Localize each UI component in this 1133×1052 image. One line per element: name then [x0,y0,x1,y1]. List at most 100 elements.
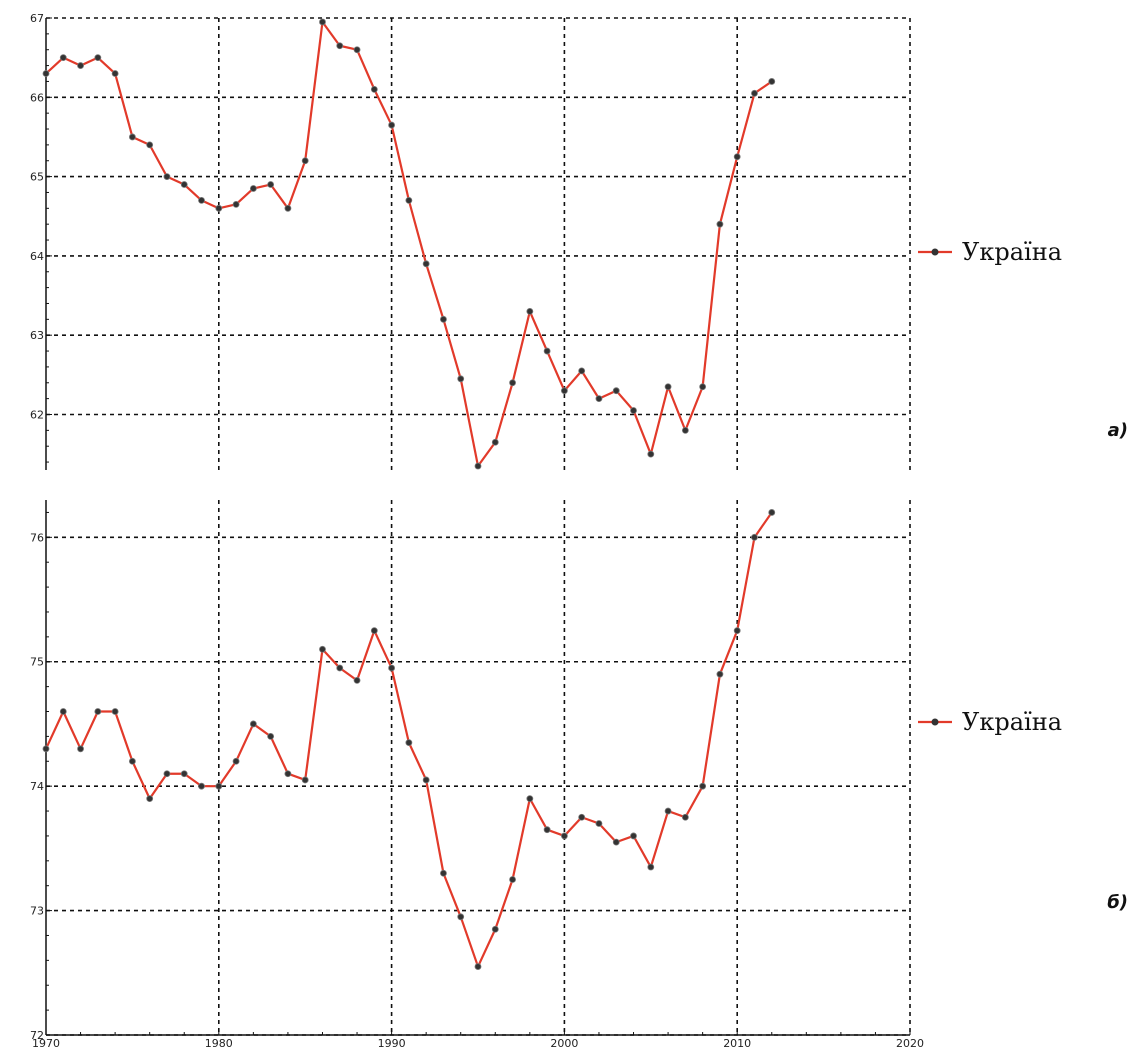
data-point [733,627,741,635]
data-point [370,627,378,635]
data-point [422,776,430,784]
data-point [301,776,309,784]
legend-swatch-marker [931,248,939,256]
data-point [630,407,637,414]
data-point [561,387,568,395]
chart-panel-b: 72 73 74 75 76 1970 1980 1990 2000 2010 2020 Україн… [30,500,1128,1050]
data-point [578,367,586,375]
data-point [491,925,499,933]
legend-label: Україна [962,238,1062,266]
data-point [267,732,275,740]
legend-swatch-marker [931,718,939,726]
data-point [284,204,292,212]
data-point [146,141,154,149]
data-point [457,375,465,383]
data-point [198,782,205,790]
data-point [716,220,724,228]
data-point [630,832,637,840]
panel-label: б) [1107,892,1128,913]
data-point [699,782,707,790]
data-point [664,807,672,815]
data-point [457,913,465,921]
data-point [699,383,707,391]
data-point [561,832,568,840]
data-point [509,379,516,387]
y-tick-label: 65 [30,171,44,184]
y-tick-label: 67 [30,12,44,25]
data-point [595,395,603,403]
data-point [232,200,240,208]
legend-label: Україна [962,708,1062,736]
data-point [422,260,430,268]
data-point [284,770,292,778]
data-point [440,315,447,323]
data-point [733,153,741,161]
data-point [232,757,240,765]
data-point [42,745,50,753]
y-tick-label: 62 [30,408,44,421]
data-point [595,820,603,827]
data-point [768,78,776,85]
data-point [751,533,758,541]
y-tick-label: 73 [30,905,44,918]
x-tick-label: 1990 [378,1037,406,1050]
x-tick-label: 2000 [550,1037,578,1050]
data-point [681,426,689,434]
data-point [474,462,482,470]
data-point [388,121,396,129]
data-point [267,181,275,188]
data-point [42,70,50,77]
data-point [128,757,136,765]
data-point [474,963,482,970]
data-point [543,347,551,355]
data-point [664,383,672,391]
data-point [77,62,84,69]
y-tick-label: 76 [30,531,44,544]
y-tick-label: 74 [30,780,44,793]
data-point [751,89,758,97]
data-point [180,770,188,778]
data-point [388,664,396,672]
data-point [146,795,154,803]
data-point [215,204,223,212]
data-point [405,739,413,747]
x-tick-label: 2020 [896,1037,924,1050]
chart-panel-a: 62 63 64 65 66 67 Україна а) [30,12,1128,470]
data-point [111,708,119,715]
panel-label: а) [1108,420,1128,441]
data-point [94,54,102,62]
data-point [59,708,67,715]
x-tick-label: 2010 [723,1037,751,1050]
data-point [543,826,551,834]
data-point [249,720,257,728]
series-line [45,20,773,468]
data-point [111,70,119,77]
data-point [94,708,102,715]
data-point [647,450,655,458]
data-point [319,645,326,653]
data-point [716,670,724,678]
data-point [353,46,361,54]
data-point [180,181,188,188]
data-point [128,133,136,141]
data-point [370,85,378,93]
data-point [336,664,344,672]
x-tick-label: 1980 [205,1037,233,1050]
y-tick-label: 63 [30,329,44,342]
data-point [647,863,655,871]
data-point [77,745,84,753]
x-tick-label: 1970 [32,1037,60,1050]
data-point [405,196,413,204]
data-point [491,438,499,446]
data-point [526,308,534,315]
data-point [198,196,205,204]
y-tick-label: 64 [30,250,44,263]
data-point [612,838,620,846]
data-point [163,770,171,778]
data-point [59,54,67,62]
data-point [612,387,620,395]
data-point [249,185,257,192]
y-tick-label: 75 [30,656,44,669]
data-point [215,782,223,790]
